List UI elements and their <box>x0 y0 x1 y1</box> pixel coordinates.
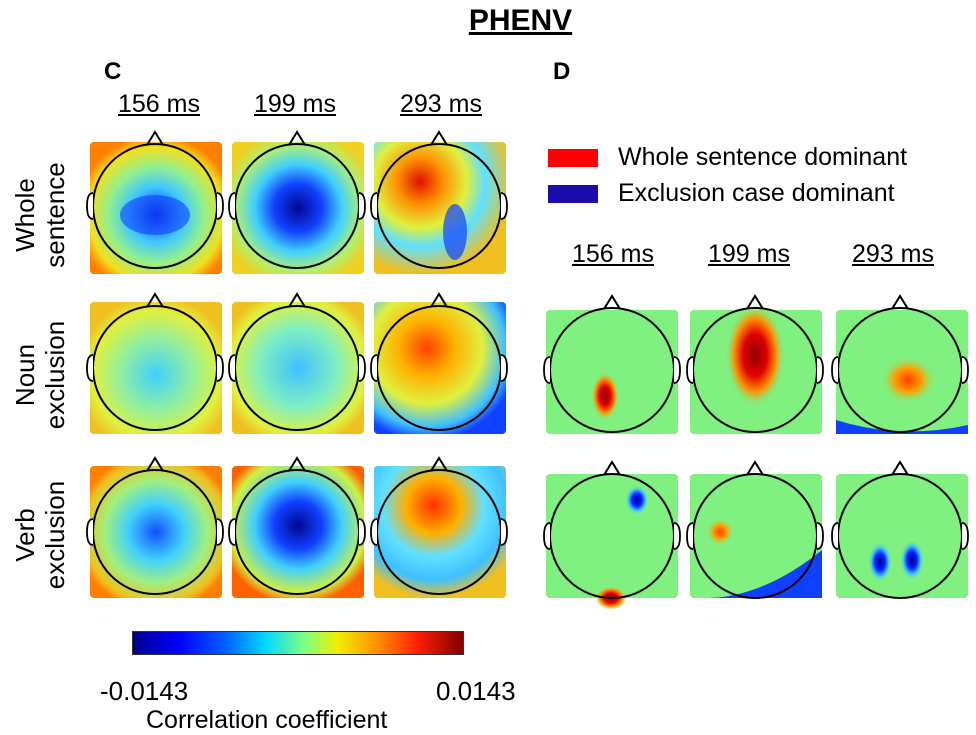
topomap-c-whole-293 <box>374 130 506 274</box>
legend-swatch-whole-sentence <box>548 149 598 167</box>
colorbar-title: Correlation coefficient <box>146 706 388 734</box>
panel-letter-d: D <box>553 58 571 85</box>
time-label-c-199: 199 ms <box>254 90 336 118</box>
legend-label-whole-sentence: Whole sentence dominant <box>618 143 908 171</box>
topomap-c-noun-199 <box>232 292 364 434</box>
figure-title: PHENV <box>468 4 573 37</box>
topomap-d-verb-199 <box>690 460 822 599</box>
topomap-d-noun-156 <box>546 294 678 434</box>
legend-label-exclusion-case: Exclusion case dominant <box>618 179 895 207</box>
topomap-c-verb-156 <box>90 456 222 598</box>
colorbar-min-label: -0.0143 <box>100 676 189 706</box>
ear-outlines <box>86 192 969 550</box>
colorbar-max-label: 0.0143 <box>436 676 516 706</box>
time-label-c-293: 293 ms <box>400 90 482 118</box>
time-label-d-293: 293 ms <box>852 240 934 268</box>
topomap-c-verb-293 <box>374 456 506 598</box>
topomap-d-noun-293 <box>836 294 968 434</box>
topomap-c-verb-199 <box>232 456 364 598</box>
topomap-c-whole-156 <box>90 130 222 274</box>
time-label-d-156: 156 ms <box>572 240 654 268</box>
time-label-d-199: 199 ms <box>708 240 790 268</box>
topomap-c-whole-199 <box>232 130 364 274</box>
legend-swatch-exclusion-case <box>548 185 598 203</box>
colorbar <box>132 631 464 655</box>
topomap-c-noun-293 <box>374 292 506 434</box>
time-label-c-156: 156 ms <box>118 90 200 118</box>
panel-letter-c: C <box>104 58 122 85</box>
topomap-d-noun-199 <box>690 294 822 434</box>
topomap-d-verb-293 <box>836 460 968 599</box>
topomap-c-noun-156 <box>90 292 222 434</box>
topomap-d-verb-156 <box>546 460 678 610</box>
